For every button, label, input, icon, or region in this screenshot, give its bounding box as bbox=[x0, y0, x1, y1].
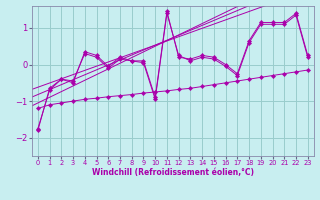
X-axis label: Windchill (Refroidissement éolien,°C): Windchill (Refroidissement éolien,°C) bbox=[92, 168, 254, 177]
